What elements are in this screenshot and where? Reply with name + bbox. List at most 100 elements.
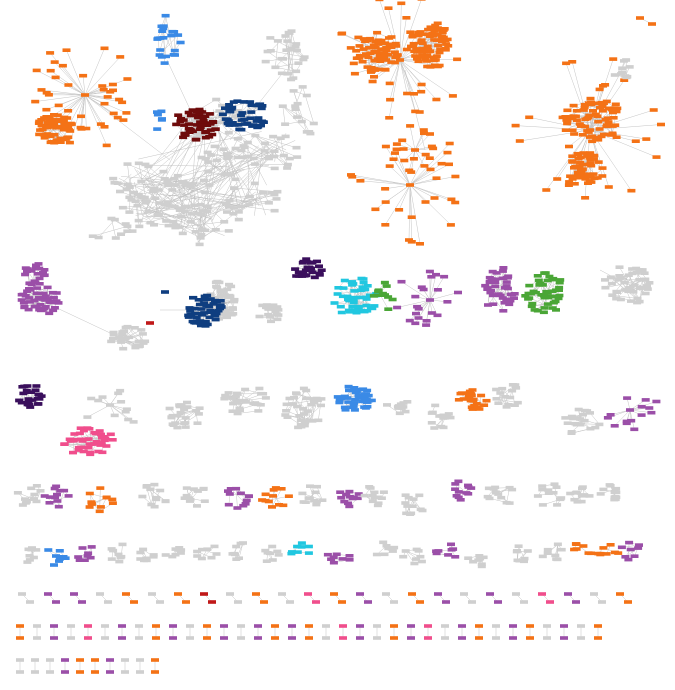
graph-node: [52, 554, 60, 558]
graph-node: [523, 549, 532, 553]
graph-node: [562, 118, 571, 122]
graph-node: [149, 189, 158, 194]
graph-node: [25, 296, 34, 300]
graph-node: [79, 449, 88, 454]
graph-node: [350, 295, 358, 300]
graph-node: [431, 27, 440, 32]
graph-node: [508, 487, 517, 492]
graph-node: [414, 30, 423, 35]
graph-node: [423, 53, 432, 57]
graph-node: [125, 210, 134, 214]
graph-node: [165, 204, 174, 208]
graph-node: [149, 555, 158, 559]
graph-node: [211, 228, 220, 232]
graph-node: [35, 307, 44, 312]
graph-node: [109, 330, 118, 335]
graph-edge: [589, 115, 613, 134]
graph-node: [237, 624, 245, 628]
graph-node: [492, 397, 501, 401]
graph-node: [610, 106, 619, 110]
graph-node: [49, 295, 58, 300]
graph-node: [240, 117, 249, 122]
graph-node: [206, 308, 215, 313]
graph-edge: [242, 388, 260, 401]
graph-node: [454, 398, 463, 402]
graph-edge: [291, 48, 294, 79]
graph-node: [421, 47, 430, 51]
graph-node: [343, 294, 352, 299]
graph-node: [141, 162, 150, 167]
graph-node: [356, 592, 364, 596]
graph-edge: [49, 52, 86, 96]
graph-node: [261, 548, 270, 553]
graph-node: [577, 499, 586, 504]
graph-node: [16, 624, 24, 628]
graph-node: [642, 137, 651, 141]
graph-node: [601, 285, 610, 290]
graph-node: [416, 600, 424, 604]
graph-node: [543, 278, 552, 283]
graph-node: [315, 273, 324, 277]
graph-node: [51, 75, 60, 80]
graph-node: [200, 301, 209, 305]
graph-node: [568, 160, 577, 164]
graph-node: [86, 452, 95, 457]
graph-node: [350, 386, 359, 390]
graph-node: [104, 600, 112, 604]
graph-node: [552, 557, 561, 561]
graph-node: [501, 395, 510, 399]
graph-node: [439, 425, 448, 430]
graph-node: [204, 169, 213, 174]
graph-node: [624, 557, 633, 562]
graph-node: [317, 403, 325, 408]
graph-node: [34, 402, 43, 406]
graph-node: [397, 1, 406, 6]
graph-node: [379, 540, 388, 545]
graph-node: [479, 555, 488, 560]
graph-node: [548, 306, 557, 310]
graph-node: [286, 600, 294, 604]
graph-node: [60, 115, 69, 120]
graph-node: [225, 103, 234, 107]
graph-node: [243, 121, 252, 126]
graph-node: [199, 119, 208, 123]
graph-node: [293, 155, 302, 159]
graph-node: [374, 288, 383, 292]
graph-node: [189, 296, 198, 300]
graph-node: [228, 121, 237, 125]
graph-node: [27, 390, 35, 394]
graph-node: [295, 414, 304, 418]
graph-node: [370, 490, 379, 495]
graph-node: [363, 400, 372, 404]
graph-node: [287, 47, 295, 52]
graph-node: [164, 223, 173, 228]
graph-edge: [399, 59, 454, 97]
graph-node: [64, 109, 73, 113]
graph-node: [374, 38, 383, 42]
graph-node: [564, 592, 572, 596]
graph-node: [484, 486, 493, 491]
graph-node: [213, 285, 222, 290]
graph-node: [589, 109, 597, 113]
graph-node: [451, 487, 460, 491]
graph-node: [556, 497, 565, 502]
graph-node: [369, 294, 378, 298]
graph-node: [161, 13, 170, 18]
graph-node: [111, 236, 120, 240]
graph-node: [433, 21, 442, 26]
graph-node: [371, 207, 380, 212]
graph-node: [609, 57, 618, 61]
graph-node: [188, 129, 197, 134]
graph-node: [484, 303, 492, 307]
graph-node: [635, 268, 644, 272]
graph-node: [491, 277, 500, 281]
graph-node: [137, 328, 146, 332]
graph-node: [544, 488, 553, 492]
graph-node: [102, 495, 111, 500]
graph-node: [351, 397, 360, 402]
graph-node: [416, 55, 425, 59]
graph-node: [120, 329, 129, 333]
graph-edge: [409, 184, 452, 200]
graph-node: [185, 496, 194, 500]
graph-node: [412, 47, 421, 51]
